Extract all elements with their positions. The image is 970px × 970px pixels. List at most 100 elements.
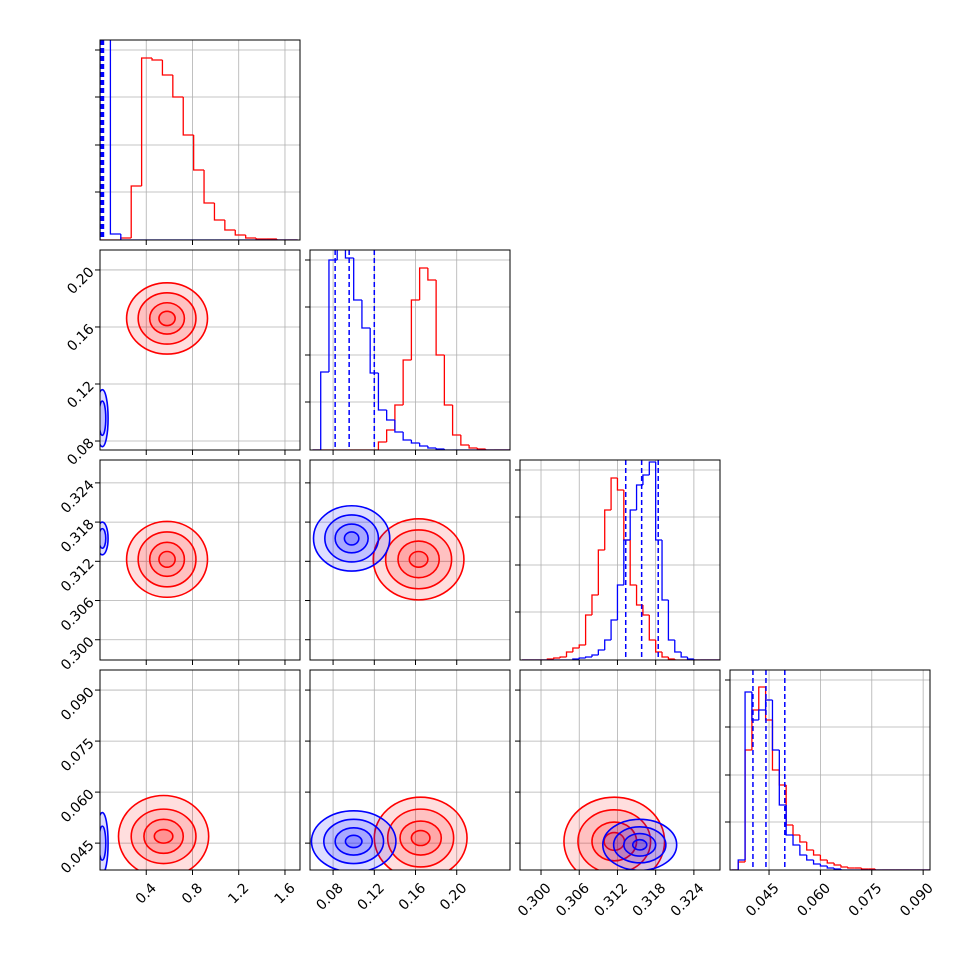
histogram-bin <box>751 692 759 721</box>
y-tick-label: 0.060 <box>58 786 98 826</box>
histogram-bin <box>655 462 663 541</box>
histogram-bin <box>635 585 643 606</box>
contour <box>100 521 109 556</box>
histogram-bin <box>819 855 828 861</box>
histogram-bin <box>623 539 631 585</box>
histogram-bin <box>418 267 428 300</box>
panel <box>520 670 720 870</box>
histogram-bin <box>336 250 338 260</box>
histogram-bin <box>213 203 225 221</box>
histogram-bin <box>410 440 420 444</box>
contour <box>130 808 197 865</box>
panel-frame <box>309 459 511 661</box>
histogram-bin <box>140 57 153 186</box>
histogram-bin <box>610 619 618 640</box>
panel <box>100 460 300 660</box>
y-tick-label: 0.090 <box>58 684 98 724</box>
histogram-bin <box>642 605 650 616</box>
histogram-bin <box>758 709 766 720</box>
histogram-bin <box>771 700 780 751</box>
y-tick-label: 0.16 <box>64 321 97 354</box>
x-tick-label: 0.075 <box>846 880 886 920</box>
panel <box>310 460 510 660</box>
histogram-bin <box>785 785 794 826</box>
y-tick-label: 0.300 <box>58 634 98 674</box>
histogram-bin <box>161 60 173 76</box>
histogram-bin <box>744 749 752 862</box>
histogram-bin <box>377 441 387 450</box>
contour <box>612 826 667 864</box>
histogram-bin <box>792 835 800 846</box>
contour <box>323 818 385 865</box>
histogram-bin <box>758 686 766 710</box>
histogram-bin <box>661 540 669 601</box>
histogram-bin <box>778 750 787 806</box>
contour <box>631 838 648 851</box>
histogram-bin <box>661 652 669 658</box>
histogram-bin <box>572 647 580 652</box>
histogram-bin <box>468 445 478 449</box>
panel-frame <box>99 39 301 241</box>
panel-frame <box>99 669 301 871</box>
histogram-bin <box>151 58 163 61</box>
contour <box>100 527 107 550</box>
contour <box>117 794 210 870</box>
histogram-bin <box>344 250 354 259</box>
histogram-bin <box>584 656 592 658</box>
contour <box>100 388 109 448</box>
contour <box>148 541 186 578</box>
histogram-bin <box>667 657 675 660</box>
histogram-bin <box>648 461 656 475</box>
histogram-bin <box>642 474 650 485</box>
histogram-bin <box>394 420 404 433</box>
histogram-bin <box>591 654 599 657</box>
panel-frame <box>729 669 931 871</box>
histogram-bin <box>386 429 395 442</box>
histogram-bin <box>130 185 142 238</box>
panel-frame <box>519 669 721 871</box>
contour <box>372 518 465 601</box>
histogram-bin <box>276 239 288 240</box>
histogram-bin <box>109 40 121 235</box>
histogram-bin <box>427 446 437 449</box>
histogram-bin <box>402 432 412 441</box>
histogram-bin <box>737 859 746 870</box>
histogram-bin <box>597 649 605 655</box>
x-tick-label: 0.318 <box>630 880 670 920</box>
y-tick-label: 0.306 <box>58 595 98 635</box>
histogram-bin <box>591 594 599 615</box>
contour <box>410 829 431 847</box>
x-tick-label: 0.306 <box>553 880 593 920</box>
histogram-bin <box>369 328 379 374</box>
panel <box>100 670 300 870</box>
histogram-bin <box>192 135 205 171</box>
contour <box>334 523 369 554</box>
y-tick-label: 0.20 <box>64 264 97 297</box>
histogram-bin <box>792 825 800 836</box>
histogram-bin <box>565 651 573 657</box>
panel <box>100 250 300 450</box>
x-tick-label: 1.2 <box>225 880 252 907</box>
x-tick-label: 0.090 <box>897 880 937 920</box>
panel-frame <box>309 249 511 451</box>
histogram-bin <box>674 640 682 653</box>
x-tick-label: 0.12 <box>355 880 388 913</box>
histogram-bin <box>833 868 841 870</box>
y-tick-label: 0.08 <box>64 435 97 468</box>
y-tick-label: 0.312 <box>58 556 98 596</box>
x-tick-label: 0.16 <box>396 880 429 913</box>
x-tick-label: 0.312 <box>591 880 631 920</box>
contour <box>158 550 176 568</box>
histogram-bin <box>224 220 236 231</box>
contour <box>100 825 107 861</box>
x-tick-label: 0.300 <box>515 880 555 920</box>
histogram-bin <box>680 652 688 658</box>
contour <box>137 531 197 588</box>
histogram-bin <box>826 866 835 869</box>
x-tick-label: 0.4 <box>133 880 160 907</box>
histogram-bin <box>655 640 663 653</box>
histogram-bin <box>819 864 828 867</box>
histogram-bin <box>806 842 814 851</box>
histogram-bin <box>860 868 869 870</box>
histogram-bin <box>648 615 656 641</box>
